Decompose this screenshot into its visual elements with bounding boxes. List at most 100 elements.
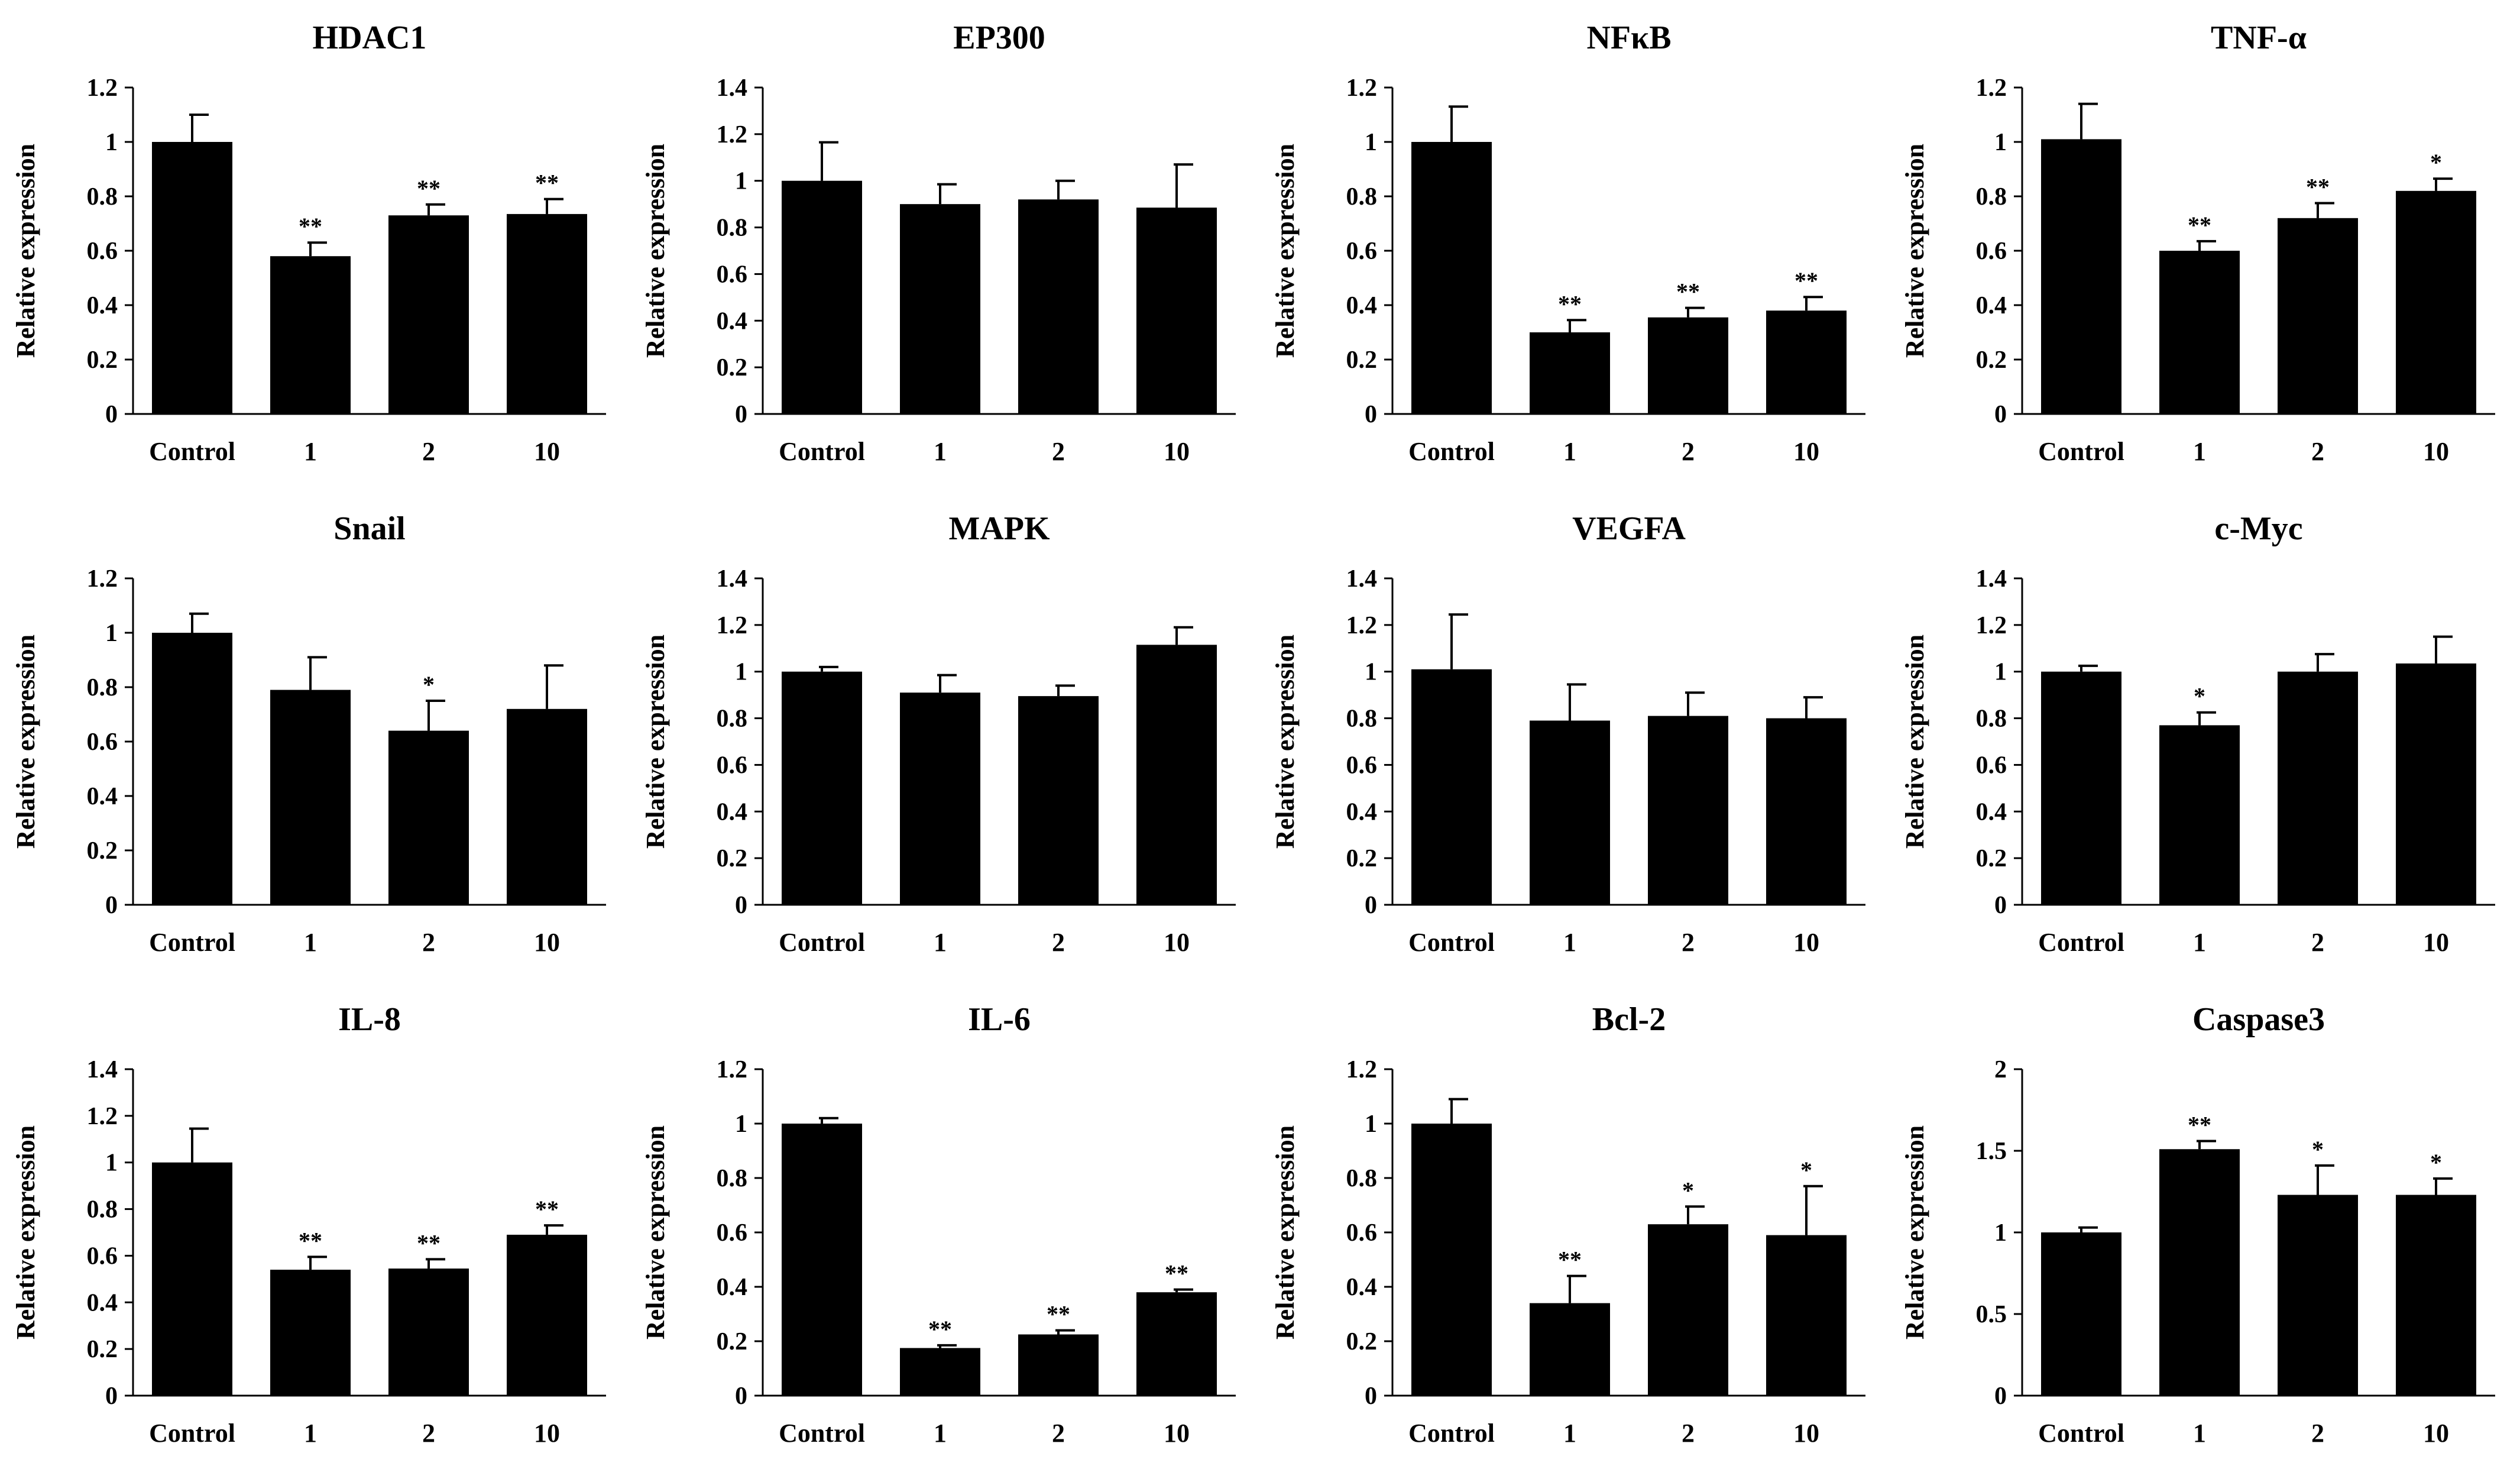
y-tick-label: 1.2 bbox=[1976, 75, 2007, 102]
bar-vegfa-control bbox=[1411, 669, 1492, 905]
bar-ep300-2 bbox=[1018, 199, 1099, 414]
y-tick-label: 1 bbox=[1365, 659, 1377, 686]
y-tick-label: 1.4 bbox=[717, 565, 748, 593]
bar-il-8-control bbox=[152, 1162, 232, 1396]
y-tick-label: 0.2 bbox=[1976, 845, 2007, 872]
y-tick-label: 0.4 bbox=[1976, 798, 2007, 826]
y-tick-label: 1.4 bbox=[87, 1056, 118, 1083]
bar-ep300-10 bbox=[1136, 208, 1217, 414]
y-tick-label: 0.6 bbox=[717, 1219, 748, 1247]
y-tick-label: 0.8 bbox=[87, 674, 118, 701]
x-tick-label: 2 bbox=[2311, 928, 2324, 957]
bar-bcl-2-1 bbox=[1530, 1303, 1610, 1396]
chart-panel-ep300: EP300 Relative expression 0 0.2 0.4 0.6 0.8 1 1.… bbox=[641, 20, 1236, 466]
x-tick-label: Control bbox=[2038, 928, 2124, 957]
significance-marker: * bbox=[1800, 1157, 1812, 1183]
x-tick-label: 10 bbox=[2423, 1419, 2449, 1448]
x-tick-label: Control bbox=[1408, 1419, 1495, 1448]
significance-marker: ** bbox=[535, 1196, 559, 1222]
bar-bcl-2-2 bbox=[1648, 1224, 1728, 1396]
chart-title: MAPK bbox=[948, 510, 1050, 547]
significance-marker: * bbox=[2430, 1149, 2442, 1176]
y-tick-label: 0 bbox=[735, 1383, 747, 1410]
x-tick-label: Control bbox=[149, 928, 235, 957]
x-tick-label: 10 bbox=[1793, 928, 1819, 957]
y-tick-label: 1 bbox=[735, 659, 747, 686]
y-tick-label: 0.2 bbox=[1976, 347, 2007, 374]
bar-tnf-control bbox=[2041, 139, 2121, 414]
bar-nf-b-2 bbox=[1648, 317, 1728, 414]
significance-marker: ** bbox=[417, 1229, 440, 1256]
chart-panel-nf-b: NFκB Relative expression 0 0.2 0.4 0.6 0.8 1 1.2… bbox=[1271, 20, 1865, 466]
bar-nf-b-1 bbox=[1530, 332, 1610, 414]
chart-title: IL-8 bbox=[338, 1001, 401, 1038]
bar-mapk-1 bbox=[900, 692, 980, 905]
bar-caspase3-2 bbox=[2278, 1195, 2358, 1396]
x-tick-label: 10 bbox=[1164, 437, 1190, 466]
y-axis-label: Relative expression bbox=[641, 1125, 670, 1339]
x-tick-label: 2 bbox=[422, 1419, 435, 1448]
x-tick-label: 1 bbox=[2193, 928, 2206, 957]
y-tick-label: 0.8 bbox=[1976, 183, 2007, 211]
chart-title: c-Myc bbox=[2214, 510, 2302, 547]
y-tick-label: 1.5 bbox=[1976, 1138, 2007, 1165]
x-tick-label: Control bbox=[1408, 928, 1495, 957]
y-tick-label: 1 bbox=[1365, 129, 1377, 156]
chart-title: IL-6 bbox=[968, 1001, 1031, 1038]
y-tick-label: 1.4 bbox=[1976, 565, 2007, 593]
chart-title: NFκB bbox=[1586, 20, 1671, 56]
x-tick-label: 1 bbox=[2193, 437, 2206, 466]
chart-title: HDAC1 bbox=[313, 20, 427, 56]
y-tick-label: 0 bbox=[1994, 892, 2007, 919]
significance-marker: ** bbox=[299, 1227, 322, 1254]
y-tick-label: 0.6 bbox=[1346, 1219, 1378, 1247]
y-axis-label: Relative expression bbox=[641, 635, 670, 849]
y-axis-label: Relative expression bbox=[1271, 1125, 1300, 1339]
y-tick-label: 0.4 bbox=[717, 1274, 748, 1301]
chart-panel-tnf: TNF-α Relative expression 0 0.2 0.4 0.6 0.8 1 1.… bbox=[1900, 20, 2495, 466]
y-tick-label: 0.2 bbox=[1346, 1328, 1378, 1355]
y-tick-label: 0 bbox=[105, 401, 118, 428]
bar-nf-b-control bbox=[1411, 142, 1492, 414]
x-tick-label: 1 bbox=[1563, 928, 1576, 957]
x-tick-label: 1 bbox=[2193, 1419, 2206, 1448]
y-tick-label: 0.8 bbox=[717, 215, 748, 242]
significance-marker: ** bbox=[2188, 1111, 2211, 1138]
y-tick-label: 0.2 bbox=[87, 347, 118, 374]
y-tick-label: 0.6 bbox=[717, 752, 748, 779]
y-tick-label: 0 bbox=[1365, 1383, 1377, 1410]
bar-tnf-1 bbox=[2159, 251, 2240, 414]
bar-snail-2 bbox=[388, 730, 469, 905]
bar-caspase3-10 bbox=[2396, 1195, 2476, 1396]
y-tick-label: 0.2 bbox=[717, 354, 748, 381]
bar-c-myc-10 bbox=[2396, 663, 2476, 905]
y-tick-label: 0.4 bbox=[87, 783, 118, 810]
y-axis-label: Relative expression bbox=[11, 144, 40, 358]
x-tick-label: Control bbox=[779, 928, 865, 957]
y-tick-label: 0.8 bbox=[1346, 183, 1378, 211]
y-tick-label: 0.2 bbox=[87, 837, 118, 865]
y-tick-label: 0.6 bbox=[1976, 238, 2007, 265]
y-tick-label: 1.2 bbox=[1976, 612, 2007, 639]
chart-panel-snail: Snail Relative expression 0 0.2 0.4 0.6 0.8 1 1.… bbox=[11, 510, 606, 957]
bar-caspase3-1 bbox=[2159, 1149, 2240, 1396]
x-tick-label: 2 bbox=[2311, 437, 2324, 466]
y-tick-label: 0.4 bbox=[717, 308, 748, 335]
y-tick-label: 0 bbox=[1994, 401, 2007, 428]
significance-marker: ** bbox=[1795, 267, 1818, 294]
y-tick-label: 0.6 bbox=[87, 729, 118, 756]
y-axis-label: Relative expression bbox=[641, 144, 670, 358]
y-tick-label: 1.2 bbox=[717, 1056, 748, 1083]
bar-c-myc-2 bbox=[2278, 671, 2358, 905]
bar-bcl-2-10 bbox=[1766, 1235, 1847, 1396]
y-tick-label: 1 bbox=[1994, 1219, 2007, 1247]
chart-panel-hdac1: HDAC1 Relative expression 0 0.2 0.4 0.6 0.8 1 1.… bbox=[11, 20, 606, 466]
y-tick-label: 0 bbox=[1994, 1383, 2007, 1410]
chart-title: Bcl-2 bbox=[1592, 1001, 1666, 1038]
y-tick-label: 0.6 bbox=[87, 238, 118, 265]
x-tick-label: 2 bbox=[1682, 928, 1695, 957]
significance-marker: ** bbox=[299, 213, 322, 240]
x-tick-label: 2 bbox=[1682, 1419, 1695, 1448]
chart-title: Snail bbox=[333, 510, 405, 547]
y-axis-label: Relative expression bbox=[1271, 635, 1300, 849]
